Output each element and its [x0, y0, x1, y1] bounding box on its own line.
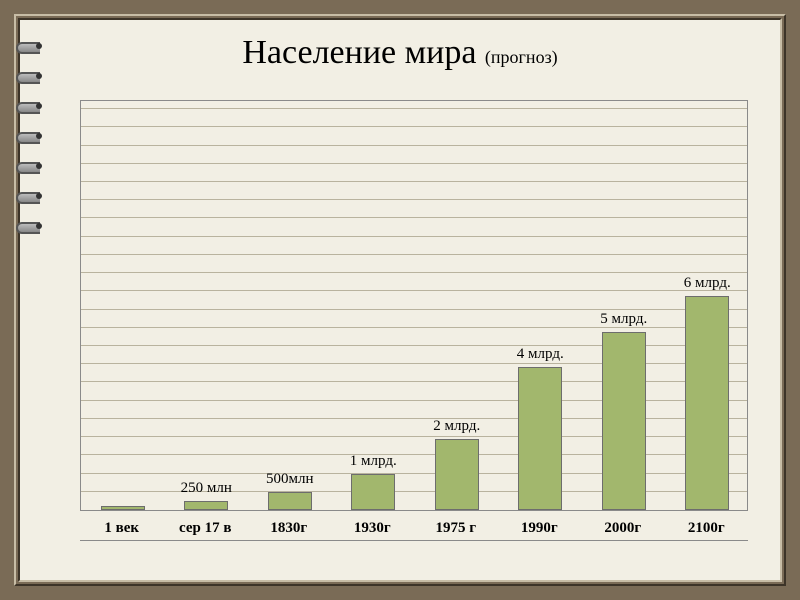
title-sub: (прогноз): [485, 47, 558, 67]
bar: [268, 492, 312, 510]
x-tick-label: 1 век: [80, 516, 164, 537]
bar-value-label: 4 млрд.: [517, 346, 564, 363]
x-tick-label: 1930г: [331, 516, 415, 537]
title-main: Население мира: [242, 34, 476, 71]
bar: [184, 501, 228, 510]
bar: [602, 332, 646, 510]
bar-value-label: 500млн: [266, 471, 314, 488]
x-tick-label: 1990г: [498, 516, 582, 537]
bar-slot: 4 млрд.: [499, 367, 583, 510]
bar-value-label: 6 млрд.: [684, 275, 731, 292]
frame-bevel-inner: Население мира (прогноз) 250 млн500млн1 …: [18, 18, 782, 582]
bar-slot: 6 млрд.: [666, 296, 750, 510]
bars-layer: 250 млн500млн1 млрд.2 млрд.4 млрд.5 млрд…: [81, 101, 747, 510]
ring-icon: [24, 220, 46, 232]
bar: [435, 439, 479, 510]
bar-value-label: 5 млрд.: [600, 311, 647, 328]
slide-frame: Население мира (прогноз) 250 млн500млн1 …: [0, 0, 800, 600]
ring-icon: [24, 100, 46, 112]
slide-canvas: Население мира (прогноз) 250 млн500млн1 …: [20, 20, 780, 580]
ring-icon: [24, 130, 46, 142]
bar-value-label: 2 млрд.: [433, 418, 480, 435]
bar-value-label: 250 млн: [181, 480, 232, 497]
bar: [518, 367, 562, 510]
frame-bevel: Население мира (прогноз) 250 млн500млн1 …: [14, 14, 786, 586]
x-axis-bottom-rule: [80, 540, 748, 541]
bar-slot: 250 млн: [165, 501, 249, 510]
bar-slot: 5 млрд.: [582, 332, 666, 510]
x-tick-label: 2100г: [665, 516, 749, 537]
ring-icon: [24, 160, 46, 172]
bar-slot: 500млн: [248, 492, 332, 510]
bar-slot: 2 млрд.: [415, 439, 499, 510]
bar: [351, 474, 395, 510]
bar: [685, 296, 729, 510]
ring-icon: [24, 190, 46, 202]
x-tick-label: 1830г: [247, 516, 331, 537]
x-tick-label: 2000г: [581, 516, 665, 537]
x-axis-labels: 1 вексер 17 в1830г1930г1975 г1990г2000г2…: [80, 516, 748, 537]
x-tick-label: сер 17 в: [164, 516, 248, 537]
bar-slot: 1 млрд.: [332, 474, 416, 510]
chart-title: Население мира (прогноз): [20, 34, 780, 72]
x-tick-label: 1975 г: [414, 516, 498, 537]
x-axis-line: [80, 510, 748, 511]
bar-value-label: 1 млрд.: [350, 453, 397, 470]
plot-area: 250 млн500млн1 млрд.2 млрд.4 млрд.5 млрд…: [80, 100, 748, 510]
